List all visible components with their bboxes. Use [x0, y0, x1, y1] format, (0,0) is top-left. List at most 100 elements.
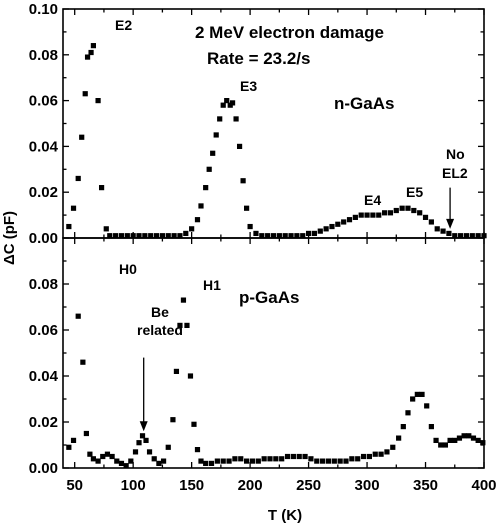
data-point — [480, 440, 486, 446]
data-point — [335, 221, 341, 227]
peak-label-h1: H1 — [203, 277, 221, 293]
data-point — [447, 437, 453, 443]
data-point — [70, 437, 77, 443]
data-point — [236, 143, 243, 149]
data-point — [79, 134, 85, 140]
bottom-ytick-label: 0.08 — [29, 276, 58, 293]
data-point — [300, 233, 306, 239]
data-point — [463, 233, 470, 239]
header-line2: Rate = 23.2/s — [207, 49, 311, 68]
data-point — [229, 100, 236, 106]
top-ytick-label: 0.02 — [29, 184, 58, 201]
data-point — [428, 424, 434, 430]
data-point — [337, 458, 343, 464]
data-point — [208, 460, 215, 466]
top-ytick-label: 0.06 — [29, 93, 58, 110]
data-point — [210, 150, 216, 156]
x-axis-title: T (K) — [268, 507, 302, 524]
data-point — [279, 456, 285, 462]
data-point — [118, 460, 125, 466]
data-point — [123, 463, 129, 469]
xtick-label: 200 — [238, 477, 263, 494]
be-label-line1: Be — [151, 304, 169, 320]
data-point — [82, 91, 88, 97]
data-point — [399, 205, 405, 211]
data-point — [381, 210, 388, 216]
no-el2-line2: EL2 — [442, 165, 468, 181]
data-point — [452, 437, 458, 443]
top-panel: 0.00 0.02 0.04 0.06 0.08 0.10 2 MeV electron d… — [29, 1, 487, 247]
data-point — [114, 458, 120, 464]
data-point — [284, 453, 291, 460]
data-point — [378, 451, 384, 457]
data-point — [325, 458, 332, 464]
data-point — [276, 233, 282, 239]
data-point — [270, 233, 277, 239]
data-point — [329, 223, 335, 230]
data-point — [405, 410, 411, 416]
xtick-label: 350 — [413, 477, 438, 494]
data-point — [217, 116, 223, 122]
data-point — [90, 43, 97, 49]
bottom-panel: 0.00 0.02 0.04 0.06 0.08 p-GaAs H0 H1 Be related 5… — [29, 237, 497, 524]
top-ytick-label: 0.10 — [29, 1, 58, 18]
data-point — [433, 437, 439, 443]
header-line1: 2 MeV electron damage — [195, 23, 384, 42]
data-point — [355, 456, 361, 462]
data-point — [224, 98, 230, 104]
xtick-label: 50 — [66, 477, 83, 494]
data-point — [103, 226, 109, 232]
data-point — [331, 458, 337, 464]
xtick-label: 400 — [471, 477, 496, 494]
data-point — [265, 233, 271, 239]
data-point — [118, 233, 125, 239]
data-point — [387, 210, 394, 216]
data-point — [440, 228, 446, 234]
data-point — [142, 233, 148, 239]
data-point — [341, 219, 347, 225]
xtick-label: 150 — [179, 477, 204, 494]
data-point — [160, 458, 167, 464]
data-point — [87, 451, 93, 457]
data-point — [70, 205, 77, 211]
data-point — [249, 458, 256, 464]
data-point — [259, 233, 265, 239]
top-arrow-head — [446, 218, 455, 229]
data-point — [290, 453, 296, 460]
data-point — [159, 233, 166, 239]
peak-label-h0: H0 — [119, 261, 137, 277]
data-point — [261, 456, 267, 462]
data-point — [422, 214, 429, 220]
data-point — [173, 368, 180, 374]
data-point — [424, 403, 430, 409]
data-point — [372, 451, 378, 457]
data-point — [349, 456, 355, 462]
data-point — [282, 233, 288, 239]
top-ytick-label: 0.00 — [29, 230, 58, 247]
no-el2-line1: No — [446, 146, 465, 162]
data-point — [466, 433, 472, 439]
data-point — [187, 373, 194, 379]
data-point — [156, 460, 162, 466]
data-point — [311, 230, 318, 237]
data-point — [90, 456, 97, 462]
peak-label-e5: E5 — [406, 184, 423, 200]
data-point — [244, 458, 250, 464]
data-point — [66, 223, 72, 230]
xtick-label: 250 — [296, 477, 321, 494]
data-point — [177, 233, 183, 239]
data-point — [346, 217, 353, 223]
data-point — [233, 116, 239, 122]
data-point — [124, 233, 130, 239]
data-point — [305, 230, 312, 237]
sample-label-p: p-GaAs — [239, 288, 299, 307]
data-point — [95, 98, 101, 104]
data-point — [253, 230, 259, 237]
data-point — [88, 49, 94, 56]
data-point — [438, 442, 444, 448]
y-axis-title: ΔC (pF) — [1, 211, 18, 265]
data-point — [469, 233, 475, 239]
data-point — [203, 460, 209, 466]
data-point — [220, 102, 226, 108]
